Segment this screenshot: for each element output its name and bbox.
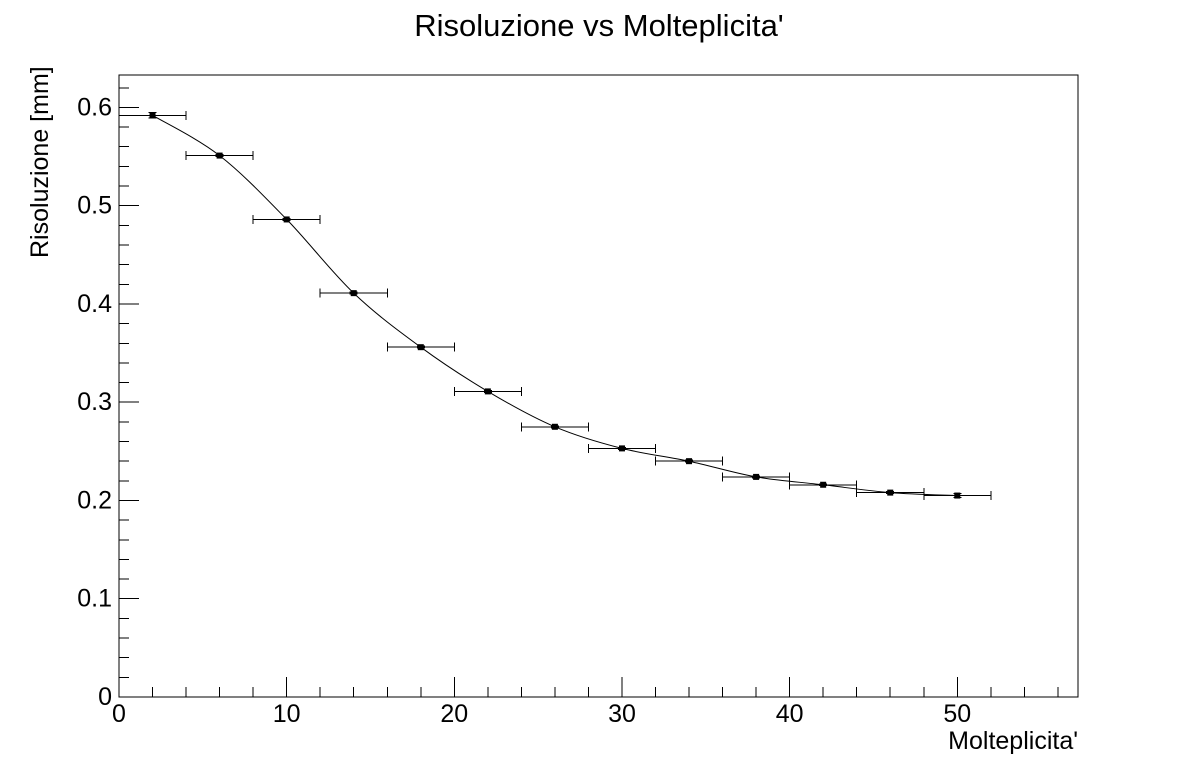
y-tick-label: 0.6 [77, 93, 112, 121]
data-point-marker [216, 152, 223, 159]
x-tick-label: 0 [112, 700, 126, 728]
y-tick-label: 0.3 [77, 388, 112, 416]
data-point-marker [820, 481, 827, 488]
x-axis-title: Molteplicita' [948, 727, 1078, 755]
data-point-marker [283, 216, 290, 223]
y-tick-label: 0.1 [77, 585, 112, 613]
data-point-marker [686, 458, 693, 465]
data-point-marker [954, 492, 961, 499]
y-tick-label: 0 [98, 683, 112, 711]
data-point-marker [149, 112, 156, 119]
y-tick-label: 0.4 [77, 290, 112, 318]
x-tick-label: 10 [273, 700, 301, 728]
data-point-marker [350, 290, 357, 297]
chart-title: Risoluzione vs Molteplicita' [414, 8, 784, 43]
x-tick-label: 20 [440, 700, 468, 728]
data-point-marker [417, 344, 424, 351]
data-point-marker [887, 489, 894, 496]
data-point-marker [551, 423, 558, 430]
plot-frame [118, 74, 1079, 698]
y-tick-label: 0.5 [77, 192, 112, 220]
data-point-marker [618, 445, 625, 452]
data-curve [152, 114, 958, 497]
x-tick-label: 30 [608, 700, 636, 728]
data-point-marker [484, 388, 491, 395]
x-tick-label: 50 [943, 700, 971, 728]
data-point-marker [753, 473, 760, 480]
y-tick-label: 0.2 [77, 486, 112, 514]
x-tick-label: 40 [776, 700, 804, 728]
